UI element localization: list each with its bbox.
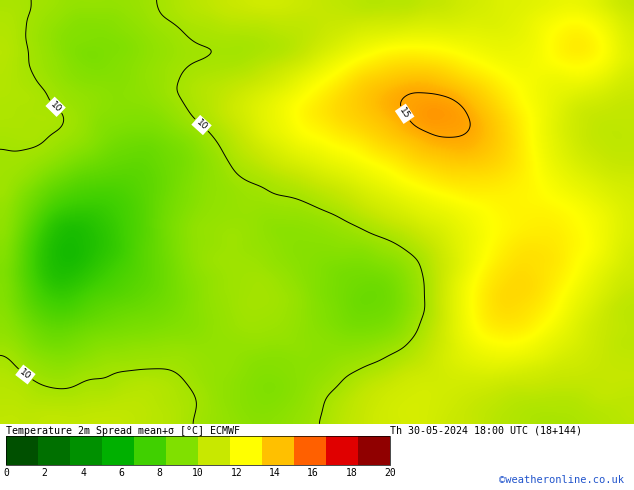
Text: 15: 15: [398, 106, 411, 121]
Bar: [166, 436, 198, 465]
Text: 12: 12: [231, 468, 242, 478]
Text: 0: 0: [3, 468, 10, 478]
Text: Th 30-05-2024 18:00 UTC (18+144): Th 30-05-2024 18:00 UTC (18+144): [390, 426, 582, 436]
Text: 8: 8: [157, 468, 163, 478]
Bar: [198, 436, 230, 465]
Text: 10: 10: [18, 368, 33, 382]
Text: 4: 4: [80, 468, 86, 478]
Bar: [6, 436, 38, 465]
Text: 10: 10: [192, 468, 204, 478]
Bar: [326, 436, 358, 465]
Bar: [6, 436, 390, 465]
Bar: [70, 436, 102, 465]
Bar: [294, 436, 326, 465]
Text: 10: 10: [194, 118, 209, 132]
Bar: [262, 436, 294, 465]
Text: 18: 18: [346, 468, 358, 478]
Text: 16: 16: [307, 468, 319, 478]
Bar: [38, 436, 70, 465]
Text: 6: 6: [119, 468, 124, 478]
Text: ©weatheronline.co.uk: ©weatheronline.co.uk: [500, 475, 624, 485]
Text: Temperature 2m Spread mean+σ [°C] ECMWF: Temperature 2m Spread mean+σ [°C] ECMWF: [6, 426, 240, 436]
Text: 2: 2: [42, 468, 48, 478]
Bar: [102, 436, 134, 465]
Bar: [230, 436, 262, 465]
Bar: [358, 436, 390, 465]
Text: 20: 20: [384, 468, 396, 478]
Text: 10: 10: [48, 99, 63, 114]
Text: 14: 14: [269, 468, 281, 478]
Bar: [134, 436, 166, 465]
